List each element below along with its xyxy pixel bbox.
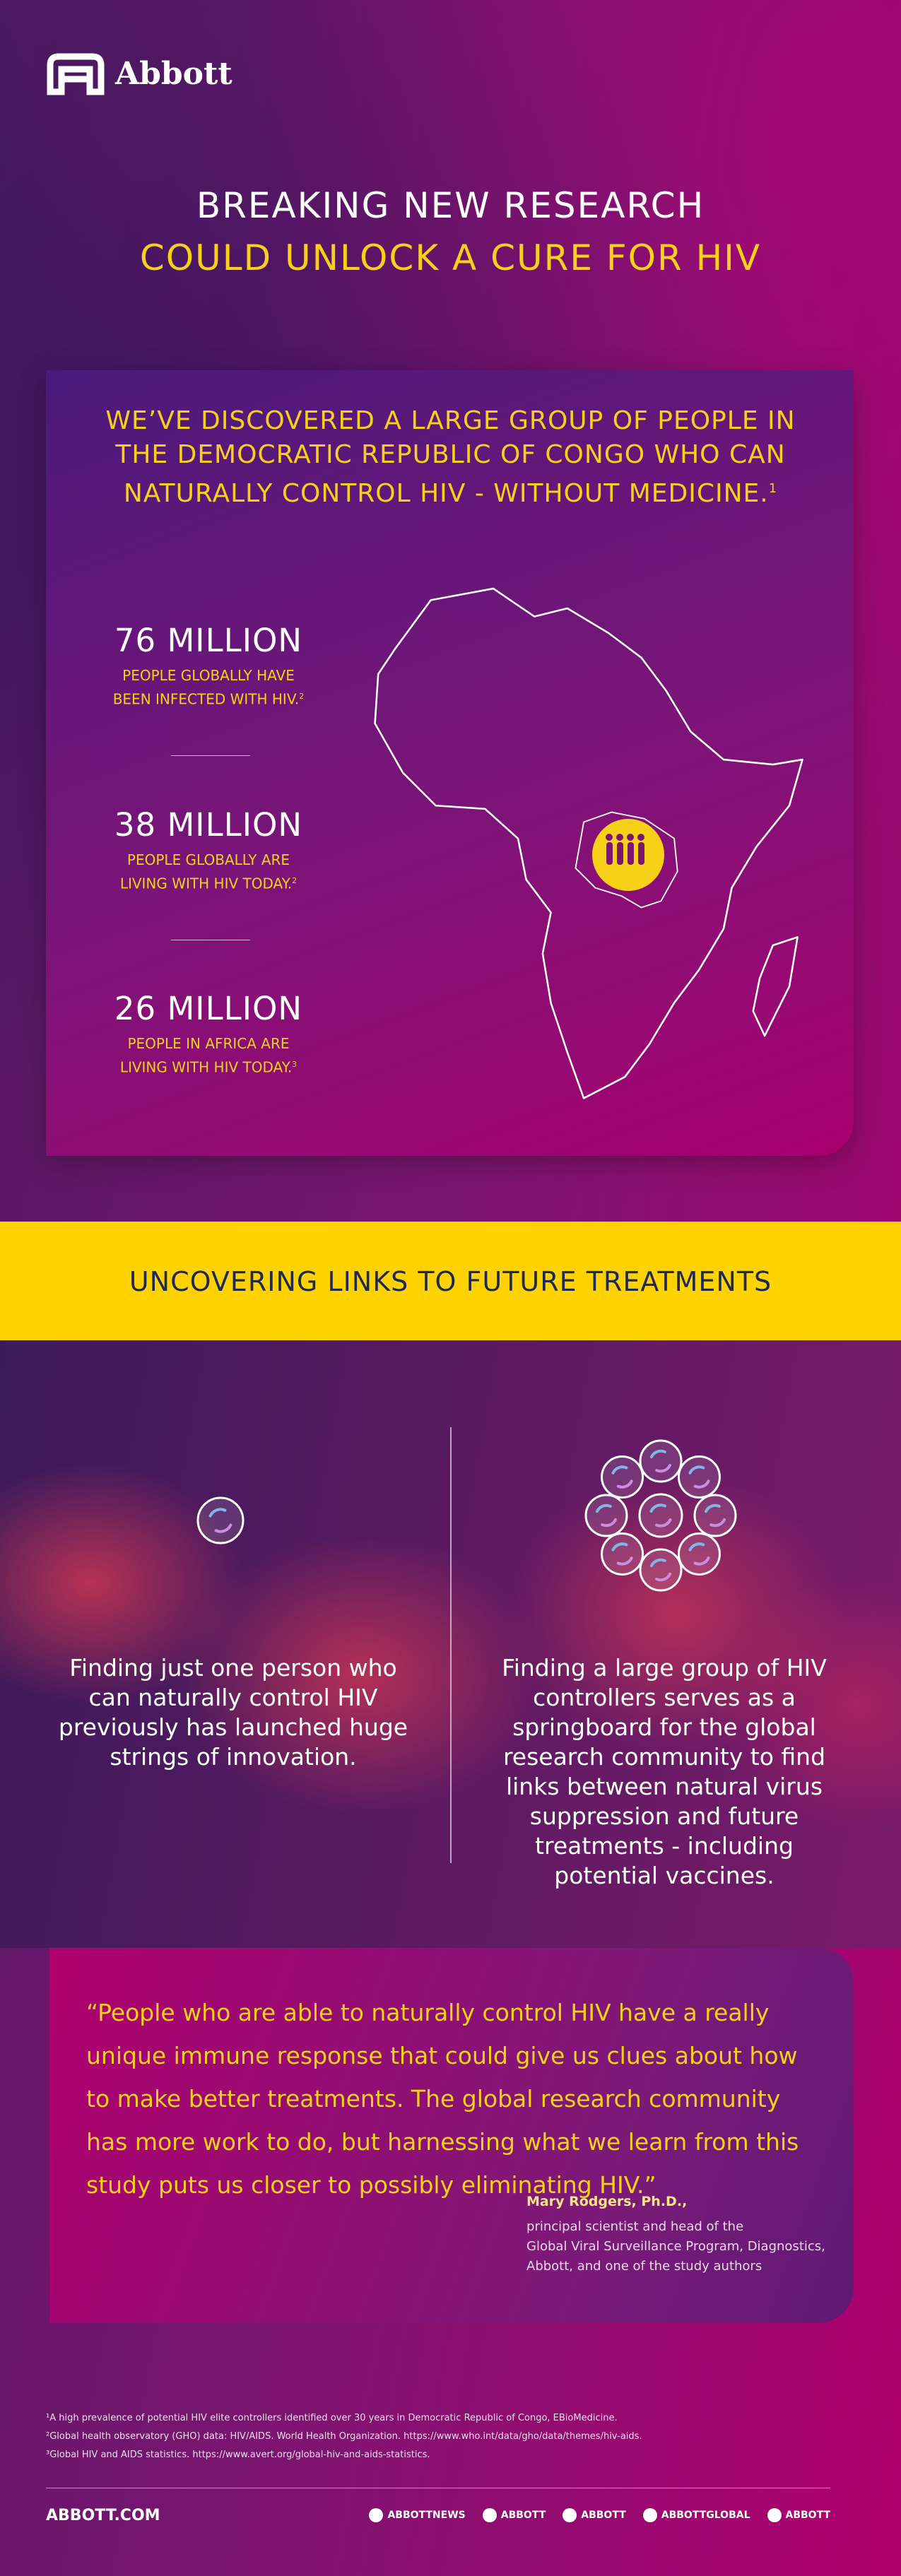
quote-card [49,1948,854,2323]
footnote: ³Global HIV and AIDS statistics. https:/… [46,2450,430,2460]
cell-icon [677,1532,721,1576]
social-handle: ABBOTTGLOBAL [661,2510,750,2521]
social-link[interactable]: ABBOTTGLOBAL [642,2508,750,2522]
social-handle: ABBOTTNEWS [387,2510,466,2521]
stat-text-body: PEOPLE GLOBALLY HAVE BEEN INFECTED WITH … [112,667,300,708]
finding-left: Finding just one person who can naturall… [58,1654,408,1771]
social-icon [767,2508,782,2522]
social-link[interactable]: ABBOTT [482,2508,546,2522]
cell-icons [196,1439,737,1592]
stat-text-body: PEOPLE IN AFRICA ARE LIVING WITH HIV TOD… [119,1035,293,1076]
logo-mark [47,53,105,95]
stat-note: 2 [299,692,305,701]
discovery-headline: WE’VE DISCOVERED A LARGE GROUP OF PEOPLE… [99,404,802,511]
stat-divider [171,755,250,756]
role-line: principal scientist and head of the [526,2219,744,2234]
social-link[interactable]: ABBOTT [563,2508,626,2522]
banner [0,1222,901,1340]
stat-text: PEOPLE GLOBALLY HAVE BEEN INFECTED WITH … [102,666,314,710]
stat-value: 76 MILLION [114,622,303,659]
quote-role: principal scientist and head of the Globa… [526,2217,825,2276]
cell-icon [639,1439,683,1483]
title-line2: COULD UNLOCK A CURE FOR HIV [139,237,762,278]
role-line: Abbott, and one of the study authors [526,2259,762,2274]
social-icon [482,2508,497,2522]
africa-map [374,587,803,1099]
social-icon [563,2508,577,2522]
quote-author: Mary Rodgers, Ph.D., [526,2194,688,2209]
stat-value: 38 MILLION [114,806,303,844]
stat-note: 2 [292,876,298,885]
logo: Abbott [46,51,232,96]
social-link[interactable]: ABBOTT [767,2508,831,2522]
cell-icon [601,1455,644,1499]
quote-text: “People who are able to naturally contro… [86,1999,799,2199]
social-handle: ABBOTT [581,2510,626,2521]
headline-text: WE’VE DISCOVERED A LARGE GROUP OF PEOPLE… [105,406,796,508]
cell-icon [693,1494,737,1537]
title-line1: BREAKING NEW RESEARCH [196,185,705,226]
cell-icon [196,1496,245,1544]
footnote: ²Global health observatory (GHO) data: H… [46,2431,642,2442]
note: 1 [768,481,778,496]
stat-text-body: PEOPLE GLOBALLY ARE LIVING WITH HIV TODA… [119,851,293,892]
finding-right: Finding a large group of HIV controllers… [502,1654,827,1889]
social-links: ABBOTTNEWS ABBOTT ABBOTT ABBOTTGLOBAL ABBOTT [369,2508,830,2522]
stat-value: 26 MILLION [114,990,303,1027]
stat-text: PEOPLE IN AFRICA ARE LIVING WITH HIV TOD… [102,1034,314,1078]
social-icon [642,2508,657,2522]
social-handle: ABBOTT [785,2510,831,2521]
stat-text: PEOPLE GLOBALLY ARE LIVING WITH HIV TODA… [102,850,314,894]
stat-note: 3 [292,1060,298,1069]
social-handle: ABBOTT [500,2510,546,2521]
social-icon [369,2508,384,2522]
logo-text: Abbott [115,55,232,92]
role-line: Global Viral Surveillance Program, Diagn… [526,2239,825,2254]
cell-icon [584,1494,628,1537]
banner-text: UNCOVERING LINKS TO FUTURE TREATMENTS [129,1266,772,1297]
cell-icon [639,1548,683,1592]
divider [450,1427,452,1863]
footnote: ¹A high prevalence of potential HIV elit… [46,2413,618,2423]
cell-icon [638,1493,683,1538]
social-link[interactable]: ABBOTTNEWS [369,2508,466,2522]
cell-icon [677,1455,721,1499]
discovery-card [46,370,854,1156]
footer-site[interactable]: ABBOTT.COM [46,2507,160,2524]
cell-icon [601,1532,644,1576]
footnotes: ¹A high prevalence of potential HIV elit… [46,2409,642,2464]
